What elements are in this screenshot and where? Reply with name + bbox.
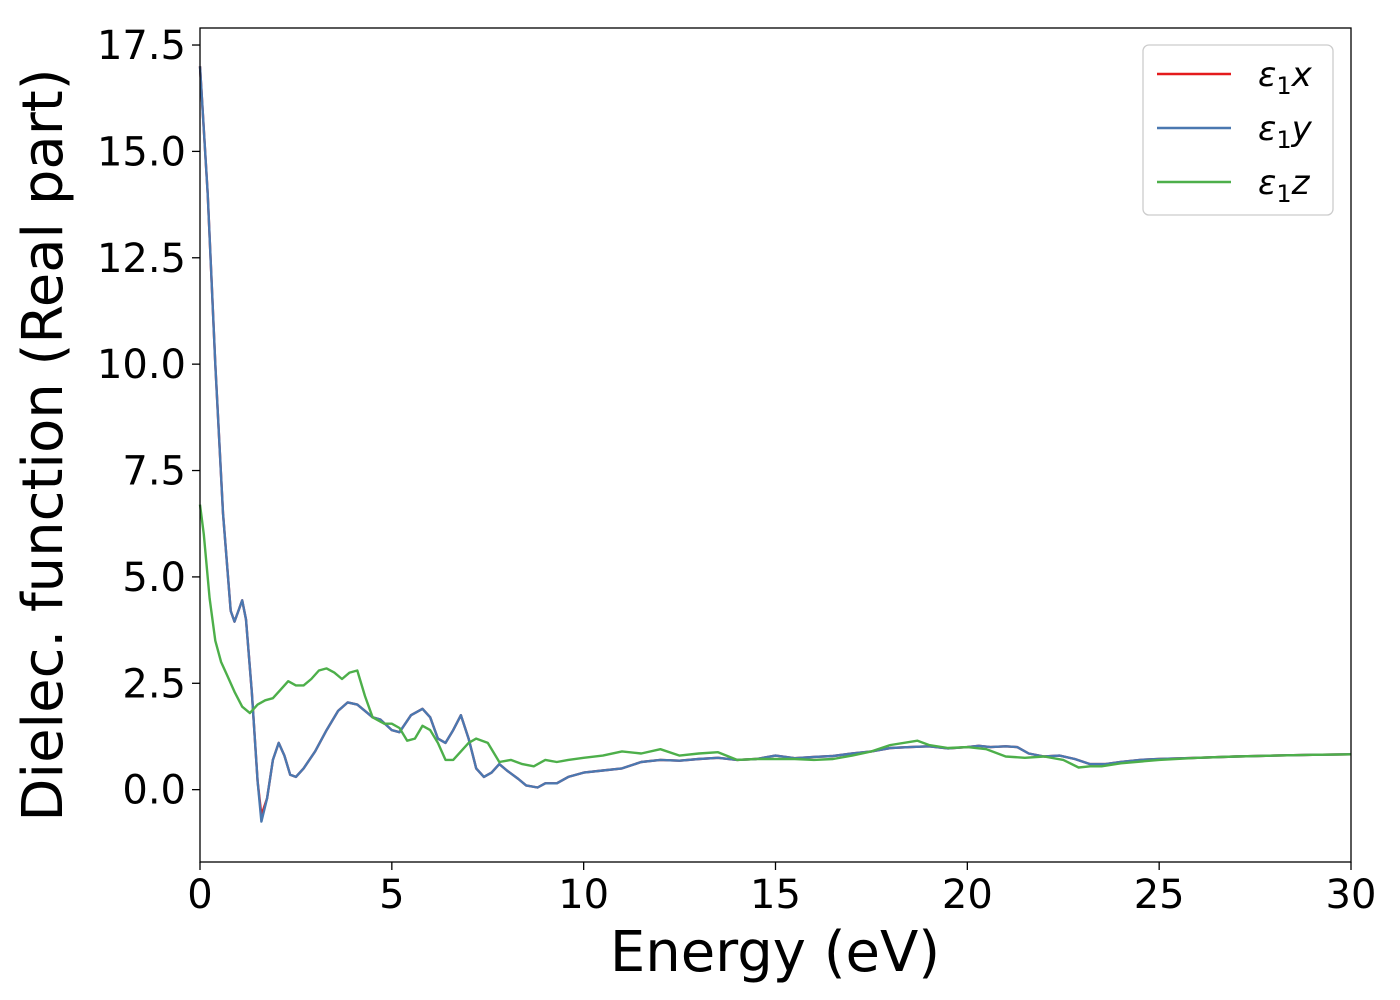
series-line-y <box>198 66 1352 823</box>
legend-box <box>1142 44 1334 216</box>
y-tick-label: 15.0 <box>97 129 186 175</box>
legend-label-y: ε1y <box>1258 109 1313 154</box>
y-tick-label: 12.5 <box>97 236 186 282</box>
legend-label-z: ε1z <box>1258 163 1311 208</box>
plot-frame <box>199 27 1352 863</box>
x-tick-label: 25 <box>1134 872 1185 918</box>
x-tick-label: 20 <box>942 872 993 918</box>
x-tick-label: 5 <box>379 872 404 918</box>
y-tick-label: 10.0 <box>97 342 186 388</box>
y-axis-title: Dielec. function (Real part) <box>11 68 76 821</box>
plot-area <box>198 66 1352 823</box>
x-tick-label: 30 <box>1326 872 1377 918</box>
y-tick-label: 0.0 <box>122 768 186 814</box>
x-tick-label: 15 <box>750 872 801 918</box>
y-tick-label: 5.0 <box>122 555 186 601</box>
y-tick-label: 7.5 <box>122 449 186 495</box>
y-tick-label: 2.5 <box>122 661 186 707</box>
x-axis: 0 5 10 15 20 25 30 <box>187 862 1376 918</box>
y-tick-label: 17.5 <box>97 23 186 69</box>
x-tick-label: 0 <box>187 872 212 918</box>
y-axis: 0.0 2.5 5.0 7.5 10.0 12.5 15.0 17.5 <box>97 23 200 814</box>
legend: ε1x ε1y ε1z <box>1142 44 1334 216</box>
series-line-z <box>198 504 1352 769</box>
x-axis-title: Energy (eV) <box>610 920 940 985</box>
x-tick-label: 10 <box>558 872 609 918</box>
legend-label-x: ε1x <box>1258 55 1313 100</box>
